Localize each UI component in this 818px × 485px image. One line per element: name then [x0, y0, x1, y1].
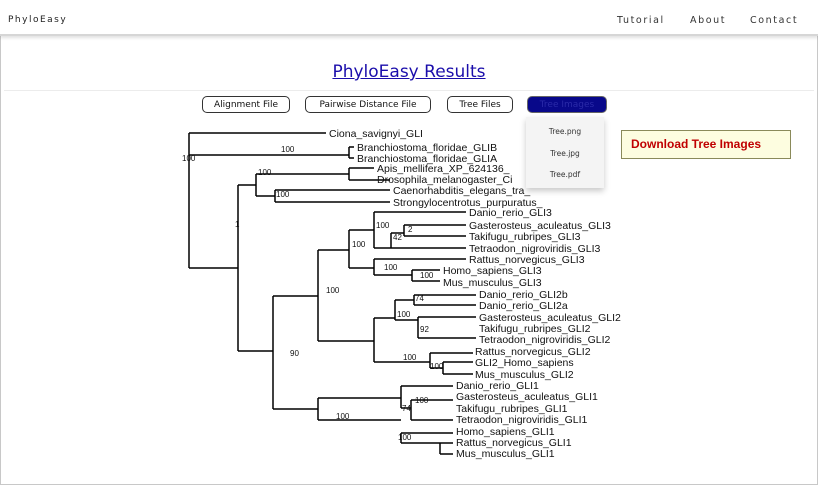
support-value: 100 [276, 190, 290, 199]
support-value: 100 [258, 168, 272, 177]
tree-images-button[interactable]: Tree Images [527, 96, 607, 113]
support-value: 100 [182, 154, 196, 163]
tree-leaf: Ciona_savignyi_GLI [329, 128, 423, 140]
support-value: 42 [393, 233, 402, 242]
tree-leaf: Tetraodon_nigroviridis_GLI3 [469, 243, 600, 255]
dropdown-item-tree-pdf[interactable]: Tree.pdf [549, 170, 581, 179]
support-value: 100 [376, 221, 390, 230]
tree-leaf: Branchiostoma_floridae_GLIB [357, 142, 497, 154]
alignment-file-button[interactable]: Alignment File [202, 96, 290, 113]
support-value: 1 [235, 220, 240, 229]
tree-leaf: Tetraodon_nigroviridis_GLI2 [479, 334, 610, 346]
support-value: 92 [420, 325, 429, 334]
tree-leaf: Mus_musculus_GLI3 [443, 277, 542, 289]
support-value: 100 [398, 433, 412, 442]
nav-contact-link[interactable]: Contact [750, 15, 799, 26]
support-value: 100 [403, 353, 417, 362]
support-value: 100 [281, 145, 295, 154]
tree-leaf: Danio_rerio_GLI3 [469, 207, 552, 219]
tree-leaf: GLI2_Homo_sapiens [475, 357, 574, 369]
brand-logo[interactable]: PhyloEasy [8, 15, 68, 25]
tree-leaf: Gasterosteus_aculeatus_GLI2 [479, 312, 621, 324]
support-value: 100 [420, 271, 434, 280]
tree-leaf: Caenorhabditis_elegans_tra_ [393, 185, 530, 197]
tree-leaf: Danio_rerio_GLI2b [479, 289, 568, 301]
nav-tutorial-link[interactable]: Tutorial [617, 15, 665, 26]
tree-leaf: Danio_rerio_GLI1 [456, 380, 539, 392]
tree-leaf: Mus_musculus_GLI1 [456, 448, 555, 460]
support-value: 100 [415, 396, 429, 405]
tree-leaf: Rattus_norvegicus_GLI3 [469, 254, 585, 266]
tree-leaf: Drosophila_melanogaster_Ci [377, 174, 512, 186]
support-value: 74 [402, 404, 411, 413]
dropdown-item-tree-jpg[interactable]: Tree.jpg [550, 149, 580, 158]
nav-about-link[interactable]: About [690, 15, 727, 26]
tree-leaf: Homo_sapiens_GLI3 [443, 265, 542, 277]
top-navbar: PhyloEasy Tutorial About Contact [0, 0, 818, 36]
tree-images-dropdown: Tree.png Tree.jpg Tree.pdf [526, 117, 604, 188]
tree-leaf: Danio_rerio_GLI2a [479, 300, 568, 312]
support-value: 100 [336, 412, 350, 421]
tree-leaf: Gasterosteus_aculeatus_GLI1 [456, 391, 598, 403]
tree-leaf: Apis_mellifera_XP_624136_ [377, 163, 510, 175]
support-value: 100 [352, 240, 366, 249]
tree-leaf: Takifugu_rubripes_GLI3 [469, 231, 581, 243]
tree-leaf: Tetraodon_nigroviridis_GLI1 [456, 414, 587, 426]
support-value: 100 [326, 286, 340, 295]
support-value: 100 [397, 310, 411, 319]
dropdown-item-tree-png[interactable]: Tree.png [548, 127, 582, 136]
tree-files-button[interactable]: Tree Files [447, 96, 513, 113]
support-value: 90 [290, 349, 299, 358]
support-value: 100 [384, 263, 398, 272]
support-value: 2 [408, 225, 413, 234]
support-value: 74 [415, 294, 424, 303]
download-tree-images-callout: Download Tree Images [621, 130, 791, 159]
pairwise-distance-file-button[interactable]: Pairwise Distance File [305, 96, 431, 113]
tree-leaf: Branchiostoma_floridae_GLIA [357, 153, 497, 165]
tree-leaf: Mus_musculus_GLI2 [475, 369, 574, 381]
page-title[interactable]: PhyloEasy Results [332, 62, 486, 82]
support-value: 100 [430, 362, 444, 371]
tree-leaf: Homo_sapiens_GLI1 [456, 426, 555, 438]
tree-leaf: Gasterosteus_aculeatus_GLI3 [469, 220, 611, 232]
tree-leaf: Takifugu_rubripes_GLI2 [479, 323, 591, 335]
divider [4, 90, 814, 91]
tree-leaf: Strongylocentrotus_purpuratus_ [393, 197, 543, 209]
tree-leaf: Takifugu_rubripes_GLI1 [456, 403, 568, 415]
tree-leaf: Rattus_norvegicus_GLI2 [475, 346, 591, 358]
tree-leaf: Rattus_norvegicus_GLI1 [456, 437, 572, 449]
